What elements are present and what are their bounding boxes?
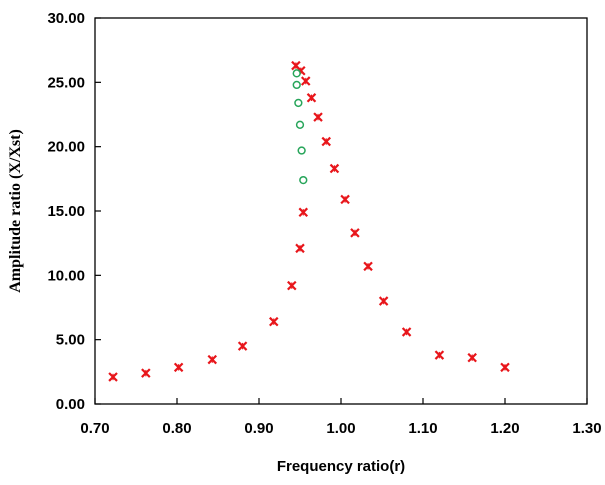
data-point-cross bbox=[173, 362, 184, 373]
data-point-cross bbox=[329, 163, 340, 174]
x-tick-label: 1.10 bbox=[408, 420, 437, 437]
x-tick-label: 0.80 bbox=[162, 420, 191, 437]
x-tick-label: 0.70 bbox=[80, 420, 109, 437]
data-points bbox=[108, 60, 510, 382]
x-tick-label: 1.00 bbox=[326, 420, 355, 437]
data-point-cross bbox=[269, 316, 279, 327]
data-point-cross bbox=[363, 261, 373, 272]
x-tick-label: 1.20 bbox=[490, 420, 519, 437]
data-point-cross bbox=[141, 368, 151, 378]
plot-frame bbox=[94, 17, 588, 405]
data-point-cross bbox=[108, 372, 118, 382]
data-point-cross bbox=[350, 228, 360, 238]
y-tick-label: 15.00 bbox=[47, 203, 85, 220]
data-point-cross bbox=[313, 112, 323, 122]
x-axis-title: Frequency ratio(r) bbox=[277, 458, 405, 475]
data-point-circle bbox=[299, 175, 308, 185]
y-axis-title: Amplitude ratio (X/Xst) bbox=[7, 129, 24, 293]
data-point-cross bbox=[298, 207, 309, 218]
data-point-circle bbox=[295, 120, 305, 129]
data-point-cross bbox=[295, 243, 305, 254]
y-tick-label: 5.00 bbox=[56, 332, 85, 349]
data-point-circle bbox=[297, 146, 306, 155]
x-tick-label: 1.30 bbox=[572, 420, 601, 437]
data-point-cross bbox=[207, 354, 218, 365]
data-point-cross bbox=[287, 280, 297, 291]
data-point-circle bbox=[294, 98, 303, 108]
data-point-circle bbox=[292, 69, 301, 78]
y-tick-label: 10.00 bbox=[47, 267, 85, 284]
x-tick-label: 0.90 bbox=[244, 420, 273, 437]
data-point-cross bbox=[300, 76, 311, 86]
data-point-cross bbox=[500, 362, 510, 373]
data-point-cross bbox=[378, 296, 389, 306]
data-point-cross bbox=[237, 341, 248, 351]
data-point-circle bbox=[292, 80, 301, 90]
data-point-cross bbox=[306, 93, 317, 103]
data-point-cross bbox=[321, 136, 331, 147]
y-tick-label: 0.00 bbox=[56, 396, 85, 413]
plot-border bbox=[94, 17, 588, 405]
data-point-cross bbox=[434, 350, 445, 360]
data-point-cross bbox=[401, 327, 412, 337]
data-point-cross bbox=[467, 352, 477, 363]
y-axis-ticks: 0.00 5.00 10.00 15.00 20.00 25.00 30.00 bbox=[47, 10, 101, 413]
y-tick-label: 20.00 bbox=[47, 139, 85, 156]
y-tick-label: 25.00 bbox=[47, 74, 85, 91]
x-axis-ticks: 0.70 0.80 0.90 1.00 1.10 1.20 1.30 bbox=[80, 398, 602, 437]
data-point-cross bbox=[340, 194, 350, 205]
y-tick-label: 30.00 bbox=[47, 10, 85, 27]
